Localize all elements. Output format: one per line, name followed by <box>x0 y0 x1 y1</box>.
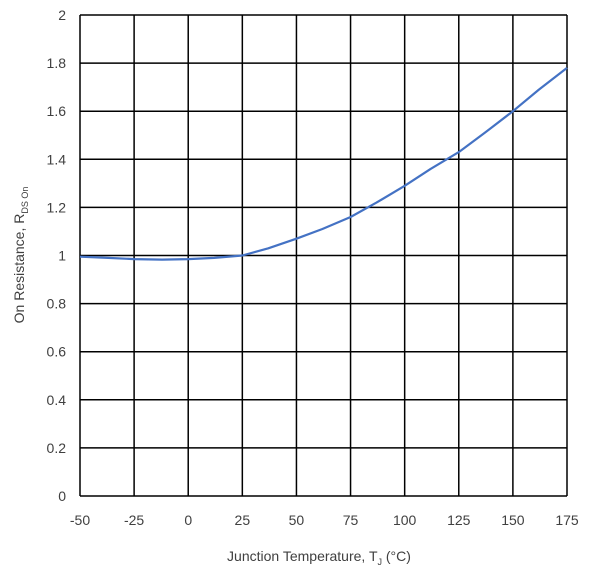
x-tick-label: 150 <box>501 512 525 528</box>
series-line <box>79 67 568 261</box>
x-tick-label: 125 <box>447 512 471 528</box>
x-axis-title: Junction Temperature, TJ (°C) <box>227 548 411 567</box>
y-tick-label: 1 <box>58 248 66 264</box>
y-tick-label: 1.2 <box>47 199 67 215</box>
y-tick-label: 0.6 <box>47 344 67 360</box>
x-tick-label: 75 <box>343 512 359 528</box>
y-tick-label: 2 <box>58 7 66 23</box>
x-tick-label: 50 <box>289 512 305 528</box>
y-tick-label: 1.4 <box>47 151 67 167</box>
y-axis-title: On Resistance, RDS On <box>11 187 30 324</box>
series-layer <box>79 67 568 261</box>
grid <box>79 14 568 497</box>
x-tick-label: -25 <box>124 512 144 528</box>
x-tick-label: 175 <box>555 512 579 528</box>
x-axis-ticks: -50 -25 0 25 50 75 100 125 150 175 <box>70 512 579 528</box>
y-tick-label: 0.8 <box>47 296 67 312</box>
x-tick-label: -50 <box>70 512 90 528</box>
y-tick-label: 1.8 <box>47 55 67 71</box>
y-tick-label: 0 <box>58 488 66 504</box>
y-tick-label: 0.2 <box>47 440 67 456</box>
x-tick-label: 25 <box>235 512 251 528</box>
y-axis-ticks: 0 0.2 0.4 0.6 0.8 1 1.2 1.4 1.6 1.8 2 <box>47 7 67 504</box>
y-tick-label: 1.6 <box>47 103 67 119</box>
x-tick-label: 0 <box>184 512 192 528</box>
x-tick-label: 100 <box>393 512 417 528</box>
y-tick-label: 0.4 <box>47 392 67 408</box>
